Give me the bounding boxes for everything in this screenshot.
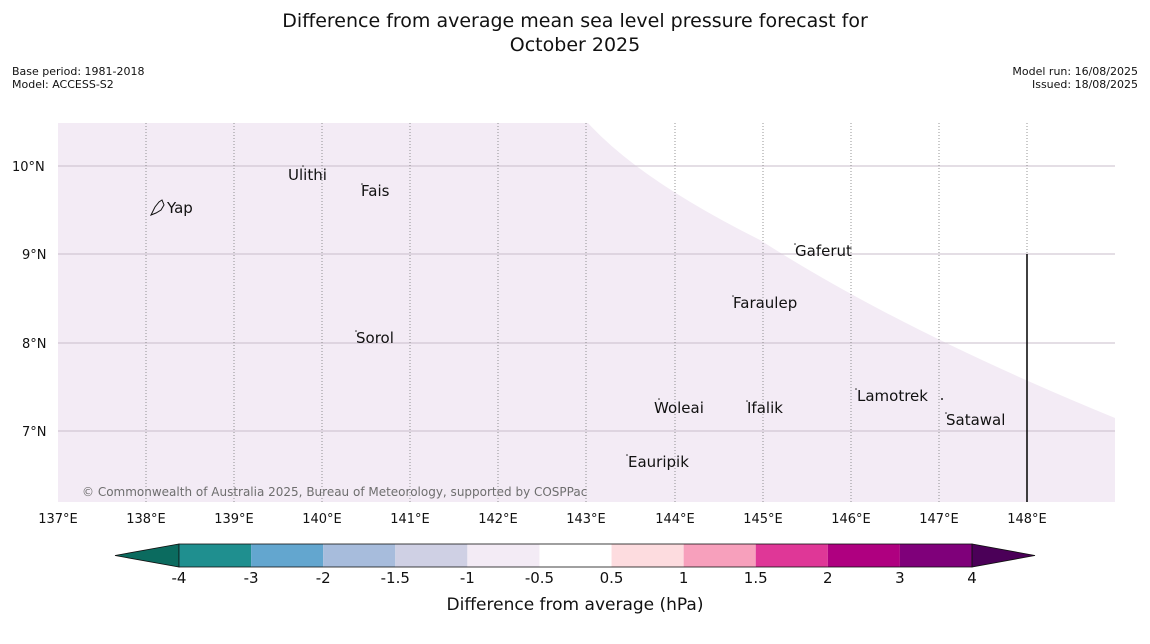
colorbar-segment xyxy=(539,544,612,567)
colorbar-segment xyxy=(899,544,972,567)
lon-label-142: 142°E xyxy=(478,512,518,527)
colorbar-tick-label: 1.5 xyxy=(744,569,768,587)
colorbar-segment xyxy=(323,544,396,567)
colorbar-tick-label: 2 xyxy=(823,569,833,587)
place-gaferut: Gaferut xyxy=(795,242,852,260)
model-name: Model: ACCESS-S2 xyxy=(12,78,114,91)
lat-label-8: 8°N xyxy=(22,337,47,352)
lat-label-7: 7°N xyxy=(22,425,47,440)
colorbar-tick-label: -4 xyxy=(172,569,187,587)
meta-right: Model run: 16/08/2025 Issued: 18/08/2025 xyxy=(1012,65,1138,91)
elato-dot xyxy=(941,398,943,400)
lon-label-140: 140°E xyxy=(302,512,342,527)
ifalik-dot xyxy=(746,400,748,402)
colorbar-segment xyxy=(467,544,540,567)
lamotrek-dot xyxy=(855,388,857,390)
issued-date: Issued: 18/08/2025 xyxy=(1031,78,1138,91)
colorbar-labels: -4 -3 -2 -1.5 -1 -0.5 0.5 1 1.5 2 3 4 xyxy=(172,569,977,587)
lon-label-139: 139°E xyxy=(214,512,254,527)
colorbar-segment xyxy=(179,544,252,567)
place-ifalik: Ifalik xyxy=(747,399,783,417)
satawal-dot xyxy=(945,412,947,414)
eauripik-dot xyxy=(626,454,628,456)
colorbar-title: Difference from average (hPa) xyxy=(447,595,704,615)
lon-label-148: 148°E xyxy=(1007,512,1047,527)
place-eauripik: Eauripik xyxy=(628,453,689,471)
lon-label-146: 146°E xyxy=(831,512,871,527)
ulithi-dot xyxy=(302,165,304,167)
lon-label-138: 138°E xyxy=(126,512,166,527)
colorbar-segment xyxy=(395,544,468,567)
lon-label-144: 144°E xyxy=(655,512,695,527)
gaferut-dot xyxy=(794,243,796,245)
fais-dot xyxy=(361,183,363,185)
model-run: Model run: 16/08/2025 xyxy=(1012,65,1138,78)
colorbar-tick-label: -1 xyxy=(460,569,475,587)
place-sorol: Sorol xyxy=(356,329,394,347)
colorbar-tick-label: -3 xyxy=(244,569,259,587)
woleai-dot xyxy=(658,398,660,400)
colorbar-frame xyxy=(178,543,973,568)
place-woleai: Woleai xyxy=(654,399,704,417)
lon-label-143: 143°E xyxy=(566,512,606,527)
colorbar-segment xyxy=(755,544,828,567)
place-yap: Yap xyxy=(166,199,193,217)
lon-label-147: 147°E xyxy=(919,512,959,527)
sorol-dot xyxy=(355,330,357,332)
lon-label-145: 145°E xyxy=(743,512,783,527)
faraulep-dot xyxy=(732,295,734,297)
colorbar-tick-label: -2 xyxy=(316,569,331,587)
title-line-2: October 2025 xyxy=(509,34,641,56)
colorbar-tick-label: 0.5 xyxy=(600,569,624,587)
lon-label-137: 137°E xyxy=(38,512,78,527)
copyright-credit: © Commonwealth of Australia 2025, Bureau… xyxy=(82,485,587,499)
place-faraulep: Faraulep xyxy=(733,294,797,312)
colorbar-tick-label: -1.5 xyxy=(381,569,410,587)
colorbar-extend-low xyxy=(114,543,180,568)
meta-left: Base period: 1981-2018 Model: ACCESS-S2 xyxy=(12,65,144,91)
colorbar-segment xyxy=(827,544,900,567)
colorbar-segment xyxy=(611,544,684,567)
place-lamotrek: Lamotrek xyxy=(857,387,928,405)
lat-label-9: 9°N xyxy=(22,248,47,263)
colorbar-tick-label: 1 xyxy=(679,569,689,587)
colorbar-tick-label: -0.5 xyxy=(525,569,554,587)
place-fais: Fais xyxy=(361,182,390,200)
colorbar-tick-label: 3 xyxy=(895,569,905,587)
forecast-field xyxy=(58,123,1115,502)
yap-island-shape xyxy=(149,199,165,216)
colorbar xyxy=(114,543,1036,568)
colorbar-segment xyxy=(683,544,756,567)
colorbar-segment xyxy=(251,544,324,567)
lon-label-141: 141°E xyxy=(390,512,430,527)
colorbar-extend-high xyxy=(971,543,1036,568)
title-line-1: Difference from average mean sea level p… xyxy=(282,10,868,32)
base-period: Base period: 1981-2018 xyxy=(12,65,145,78)
place-satawal: Satawal xyxy=(946,411,1005,429)
map-title: Difference from average mean sea level p… xyxy=(0,9,1150,57)
lat-label-10: 10°N xyxy=(12,160,45,175)
place-ulithi: Ulithi xyxy=(288,166,327,184)
colorbar-tick-label: 4 xyxy=(967,569,977,587)
